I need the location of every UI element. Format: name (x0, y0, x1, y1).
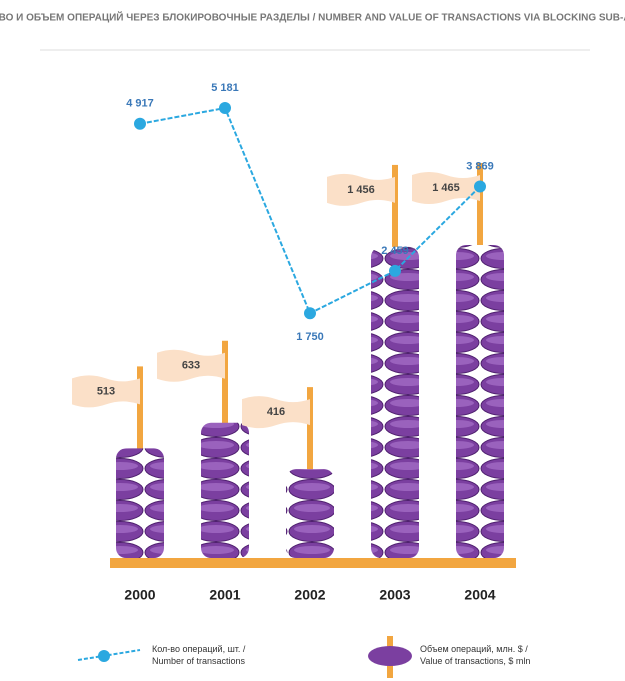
line-point (304, 307, 316, 320)
x-tick-label: 2002 (294, 587, 325, 603)
legend-label-line: Объем операций, млн. $ / (420, 644, 528, 654)
line-value-label: 1 750 (296, 331, 324, 343)
bar (456, 245, 504, 558)
flag (242, 396, 310, 429)
line-value-label: 5 181 (211, 82, 239, 94)
legend-label-line: Value of transactions, $ mln (420, 656, 530, 666)
bar-value-label: 633 (182, 360, 200, 372)
line-value-label: 3 869 (466, 160, 494, 172)
bar (201, 422, 249, 558)
legend-label-line: Кол-во операций, шт. / (152, 644, 246, 654)
legend-label-line: Number of transactions (152, 656, 246, 666)
bar-value-label: 416 (267, 406, 285, 418)
bar-value-label: 1 456 (347, 184, 375, 196)
x-tick-label: 2003 (379, 587, 410, 603)
ground (110, 558, 516, 568)
x-tick-label: 2000 (124, 587, 155, 603)
line (139, 106, 481, 315)
bar (371, 246, 419, 559)
line-point (134, 117, 146, 130)
line-value-label: 4 917 (126, 98, 154, 110)
bar-value-label: 513 (97, 385, 115, 397)
flag (157, 349, 225, 382)
flag (327, 173, 395, 206)
x-tick-label: 2004 (464, 587, 495, 603)
legend-label: Объем операций, млн. $ / Value of transac… (420, 644, 530, 666)
flag (72, 375, 140, 408)
line-value-label: 2 459 (381, 245, 409, 257)
legend-dot (98, 650, 110, 662)
x-tick-label: 2001 (209, 587, 240, 603)
bar-value-label: 1 465 (432, 182, 460, 194)
legend: Кол-во операций, шт. / Number of transact… (77, 636, 530, 678)
line-point (389, 264, 401, 277)
legend-label: Кол-во операций, шт. / Number of transact… (152, 644, 246, 666)
flag (412, 172, 480, 204)
legend-coin (368, 646, 412, 666)
bar (286, 469, 334, 558)
line-point (219, 102, 231, 114)
chart-title-ru: КОЛИЧЕСТВО И ОБЪЕМ ОПЕРАЦИЙ ЧЕРЕЗ БЛОКИР… (0, 11, 625, 24)
bar (116, 448, 164, 558)
line-point (474, 180, 486, 193)
